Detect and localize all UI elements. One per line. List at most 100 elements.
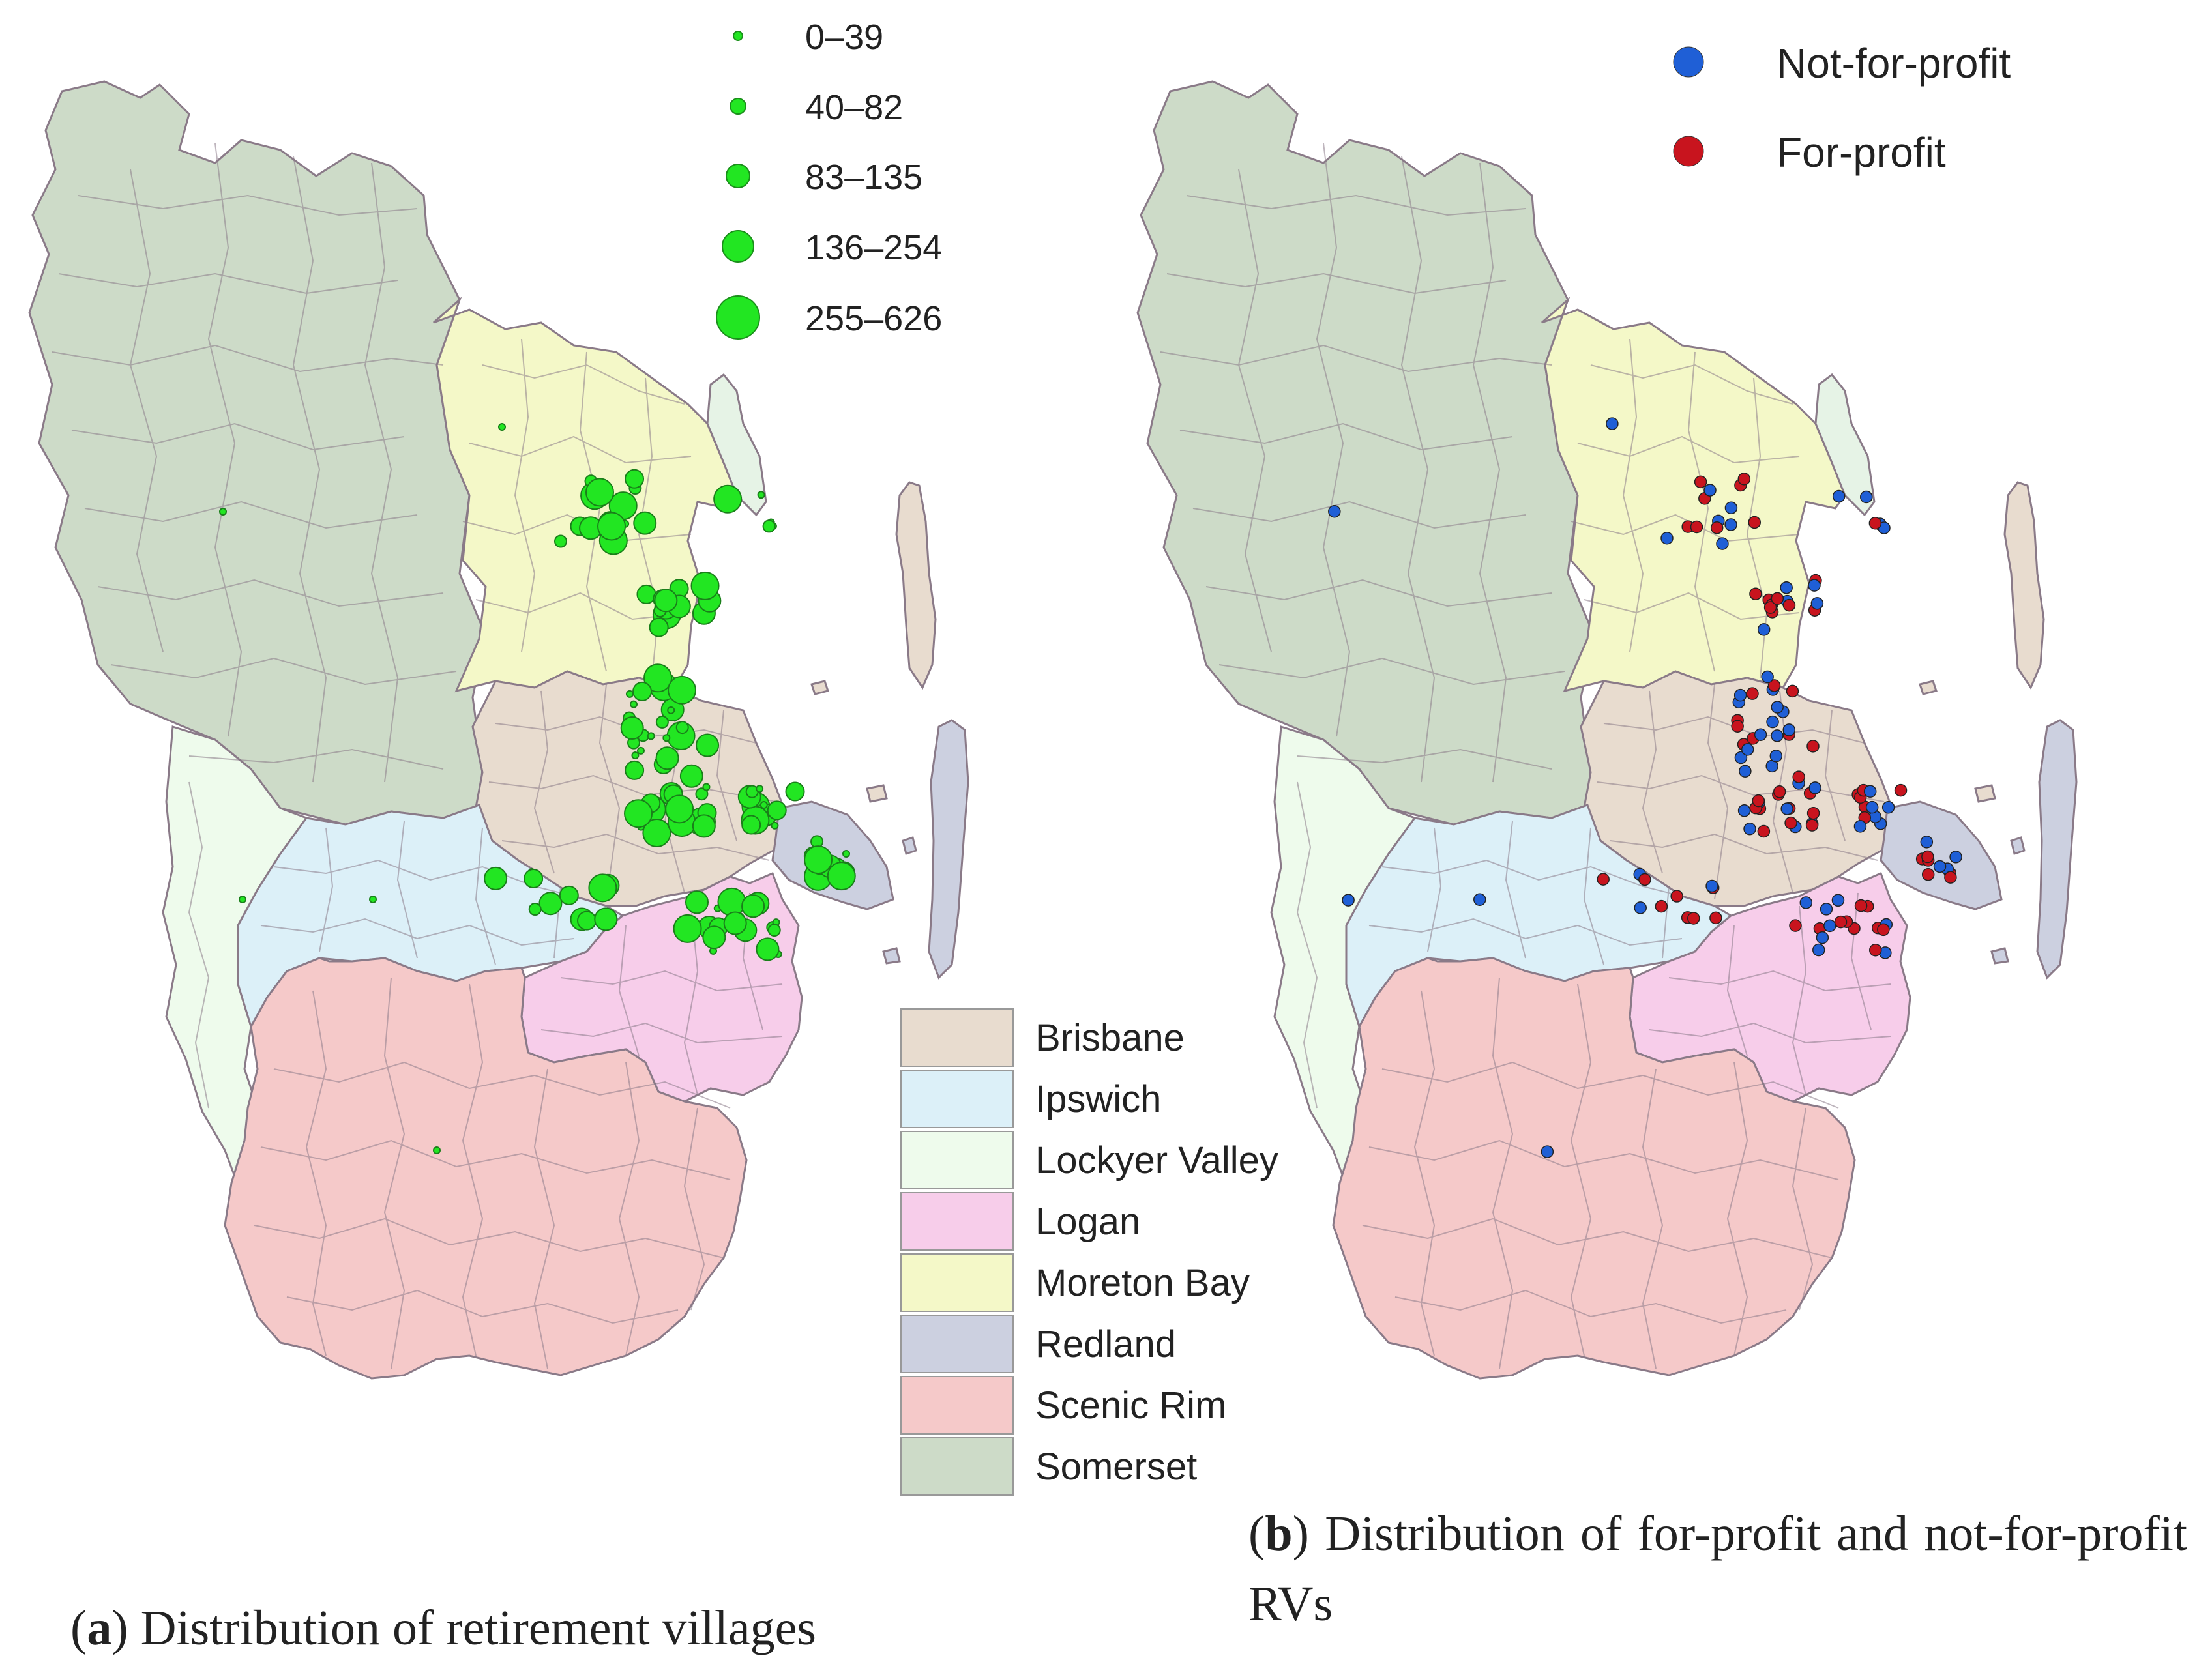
not-for-profit-symbol: [1949, 851, 1962, 864]
for-profit-symbol: [1710, 521, 1724, 534]
not-for-profit-symbol: [1733, 688, 1747, 702]
not-for-profit-symbol: [1737, 804, 1751, 817]
village-symbol: [702, 925, 726, 950]
village-symbol: [668, 675, 697, 705]
for-profit-symbol: [1709, 911, 1722, 925]
size-legend-symbol: [722, 230, 754, 263]
not-for-profit-symbol: [1799, 896, 1813, 909]
village-symbol: [528, 903, 542, 916]
size-legend-label: 40–82: [805, 88, 903, 127]
for-profit-symbol: [1763, 601, 1777, 614]
for-profit-symbol: [1638, 873, 1651, 886]
type-legend-label: Not-for-profit: [1777, 40, 2011, 87]
village-symbol: [554, 534, 568, 548]
not-for-profit-symbol: [1473, 893, 1486, 906]
village-symbol: [654, 589, 678, 613]
village-symbol: [629, 700, 638, 708]
caption-a: (a) Distribution of retirement villages: [70, 1601, 816, 1655]
not-for-profit-symbol: [1820, 903, 1833, 916]
region-legend: Brisbane Ipswich Lockyer Valley Logan Moreto…: [900, 1008, 1278, 1496]
size-legend: 0–39 40–82 83–135 136–254 255–626: [716, 18, 942, 340]
village-symbol: [588, 873, 617, 903]
size-legend-symbol: [726, 164, 750, 188]
for-profit-symbol: [1868, 517, 1882, 530]
not-for-profit-symbol: [1705, 879, 1718, 893]
for-profit-symbol: [1597, 873, 1610, 886]
for-profit-symbol: [1789, 919, 1802, 932]
region-basemap-a: [29, 81, 968, 1378]
region-legend-label: Brisbane: [1035, 1017, 1185, 1059]
region-legend-label: Scenic Rim: [1035, 1384, 1226, 1427]
village-symbol: [498, 423, 506, 431]
map-panel-b: [1138, 81, 2076, 1378]
type-legend-label: For-profit: [1777, 129, 1946, 176]
village-symbol: [842, 850, 851, 858]
village-symbol: [631, 751, 640, 760]
for-profit-symbol: [1687, 912, 1700, 925]
for-profit-symbol: [1655, 899, 1668, 913]
not-for-profit-symbol: [1832, 489, 1846, 503]
not-for-profit-symbol: [1724, 518, 1737, 531]
not-for-profit-symbol: [1810, 597, 1824, 610]
village-symbol: [827, 862, 856, 891]
region-legend-label: Logan: [1035, 1201, 1140, 1243]
village-symbol: [756, 785, 764, 793]
for-profit-symbol: [1746, 687, 1759, 700]
not-for-profit-symbol: [1342, 894, 1355, 907]
for-profit-symbol: [1694, 475, 1707, 489]
village-symbol: [696, 733, 720, 757]
for-profit-symbol: [1749, 587, 1762, 600]
village-symbols-a: [219, 423, 856, 1154]
for-profit-symbol: [1690, 520, 1703, 534]
not-for-profit-symbol: [1933, 860, 1947, 873]
region-legend-swatch: [900, 1315, 1014, 1373]
type-legend: Not-for-profit For-profit: [1673, 40, 2011, 176]
village-symbol: [636, 584, 656, 604]
for-profit-symbol: [1921, 850, 1934, 864]
caption-a-text: Distribution of retirement villages: [140, 1601, 816, 1655]
for-profit-symbol: [1782, 598, 1796, 612]
village-symbol: [673, 914, 702, 943]
region-legend-swatch: [900, 1253, 1014, 1312]
village-symbol: [757, 491, 765, 499]
not-for-profit-symbol: [1541, 1145, 1554, 1158]
size-legend-symbol: [730, 98, 746, 115]
village-symbol: [655, 746, 679, 770]
village-symbol: [239, 896, 246, 903]
for-profit-symbol: [1806, 806, 1820, 820]
village-symbol: [767, 924, 781, 937]
for-profit-symbol: [1752, 794, 1765, 808]
village-symbol: [685, 890, 709, 914]
region-legend-swatch: [900, 1437, 1014, 1496]
region-basemap-b: [1138, 81, 2076, 1378]
not-for-profit-symbol: [1724, 501, 1738, 514]
region-legend-swatch: [900, 1131, 1014, 1189]
type-legend-symbol: [1673, 136, 1704, 167]
region-legend-label: Moreton Bay: [1035, 1262, 1250, 1304]
not-for-profit-symbol: [1769, 750, 1783, 763]
village-symbol: [702, 783, 711, 791]
not-for-profit-symbol: [1741, 743, 1754, 756]
not-for-profit-symbol: [1780, 581, 1793, 594]
size-legend-symbol: [716, 295, 760, 340]
village-symbol: [624, 799, 653, 828]
not-for-profit-symbol: [1757, 623, 1771, 636]
not-for-profit-symbol: [1863, 785, 1877, 798]
not-for-profit-symbol: [1920, 836, 1934, 849]
for-profit-symbol: [1784, 816, 1797, 830]
for-profit-symbol: [1894, 783, 1908, 797]
for-profit-symbol: [1670, 890, 1683, 903]
not-for-profit-symbol: [1816, 931, 1829, 944]
not-for-profit-symbol: [1766, 715, 1779, 729]
not-for-profit-symbol: [1812, 943, 1825, 957]
not-for-profit-symbol: [1853, 820, 1867, 833]
caption-b-label: b: [1265, 1506, 1293, 1561]
village-symbol: [762, 519, 776, 533]
size-legend-label: 83–135: [805, 158, 922, 197]
village-symbol: [594, 907, 618, 931]
for-profit-symbol: [1868, 944, 1882, 957]
village-symbol: [219, 508, 227, 516]
not-for-profit-symbol: [1716, 537, 1729, 550]
for-profit-symbol: [1773, 785, 1786, 798]
village-symbol: [559, 885, 579, 905]
